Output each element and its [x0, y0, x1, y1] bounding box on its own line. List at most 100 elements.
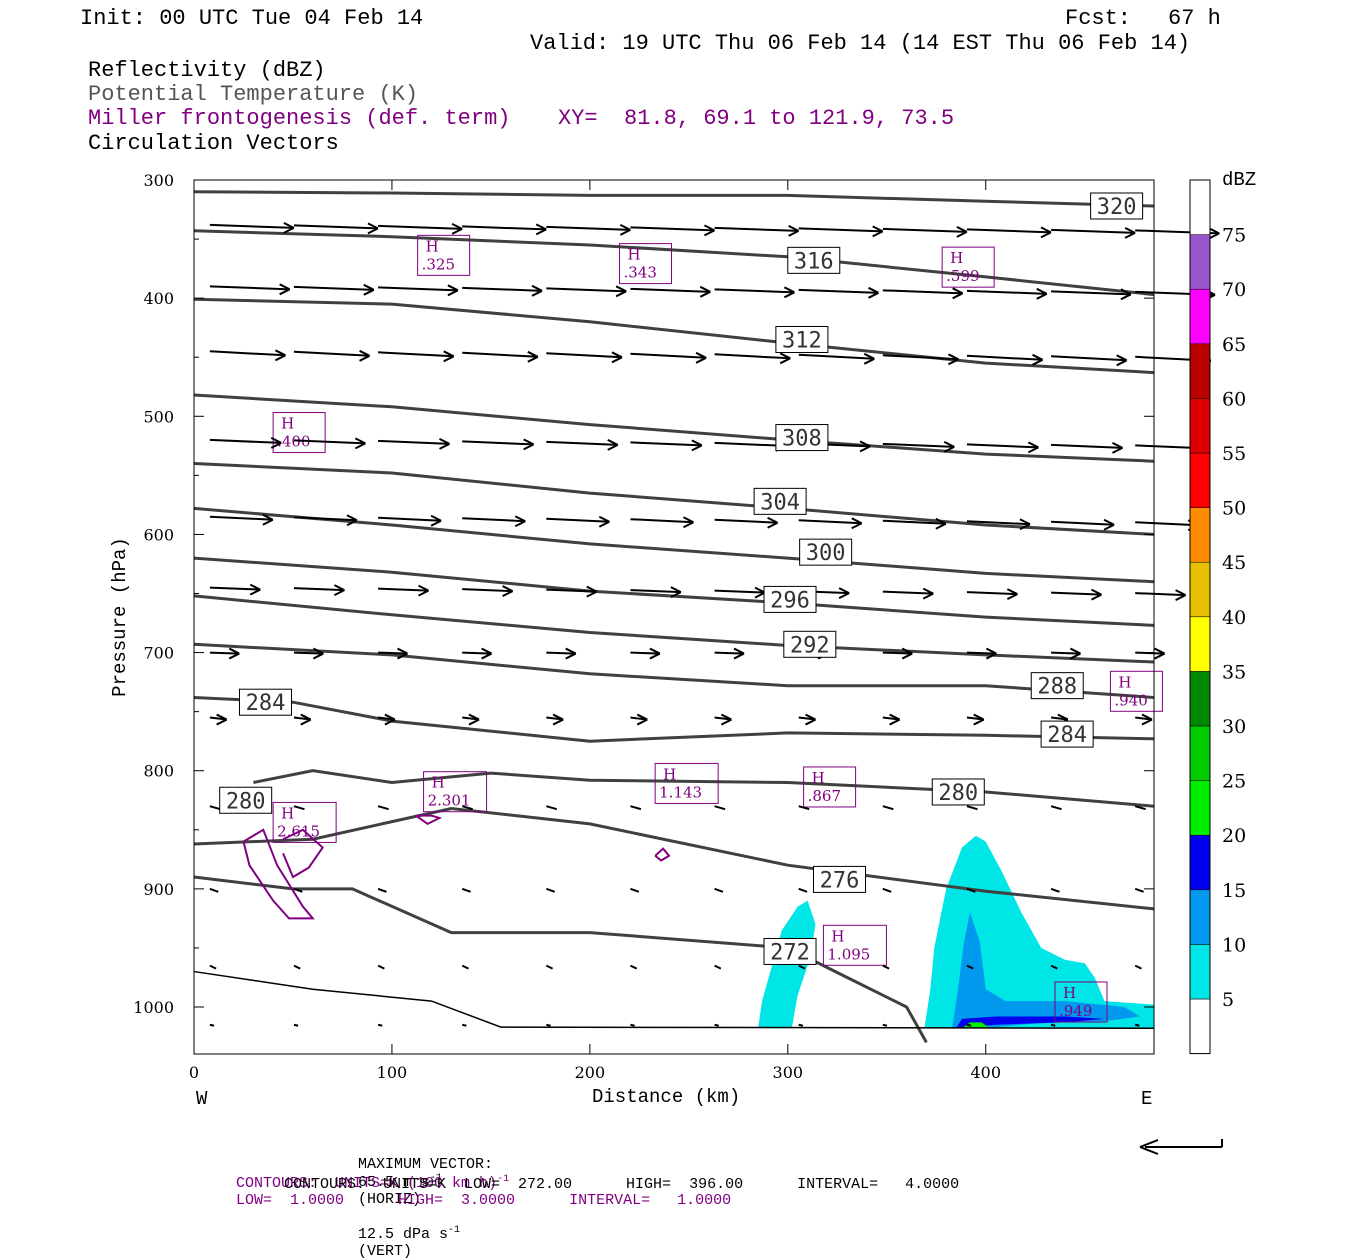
circulation-vector-115 — [714, 887, 724, 893]
vector-shaft — [966, 354, 1043, 361]
frontogenesis-max-letter: H — [281, 804, 294, 822]
theta-label-text: 288 — [1037, 675, 1077, 700]
frontogenesis-max-letter: H — [831, 927, 844, 945]
vector-head — [1120, 288, 1132, 301]
vector-shaft — [966, 964, 974, 970]
y-tick-label-600: 600 — [143, 525, 174, 544]
vector-shaft — [209, 805, 221, 811]
circulation-vector-6 — [630, 224, 715, 237]
circulation-vector-143 — [1050, 1023, 1056, 1027]
circulation-vector-125 — [545, 964, 554, 970]
x-axis-east-label: E — [1141, 1088, 1153, 1110]
forecast-hour: 67 h — [1168, 6, 1221, 31]
theta-contour-316-1 — [193, 229, 1155, 297]
vector-shaft — [378, 351, 454, 358]
vector-shaft — [378, 439, 450, 445]
vector-head — [1027, 441, 1039, 454]
vector-shaft — [1050, 805, 1062, 811]
circulation-vector-96 — [1135, 713, 1153, 726]
vector-shaft — [546, 517, 610, 523]
vector-head — [384, 713, 396, 726]
vector-head — [649, 647, 661, 660]
vector-shaft — [798, 805, 810, 811]
circulation-vector-84 — [1135, 647, 1166, 660]
circulation-vector-97 — [209, 805, 221, 811]
vector-shaft — [293, 516, 358, 522]
field-circulation-vectors: Circulation Vectors — [88, 131, 339, 156]
circulation-vector-63 — [378, 584, 429, 597]
vector-shaft — [1135, 592, 1186, 597]
theta-label-296-6: 296 — [763, 585, 817, 613]
circulation-vector-56 — [798, 517, 863, 530]
circulation-vector-137 — [546, 1023, 551, 1027]
vector-head — [1103, 518, 1115, 531]
vector-shaft — [714, 441, 787, 447]
circulation-vector-106 — [966, 805, 978, 811]
vector-shaft — [546, 352, 622, 359]
vector-shaft — [461, 887, 471, 893]
frontogenesis-max-4: H.400 — [272, 412, 326, 454]
vector-head — [859, 440, 871, 453]
vector-head — [228, 647, 240, 660]
circulation-vector-108 — [1134, 805, 1146, 811]
theta-contour-284-9 — [193, 696, 1155, 743]
theta-contour-308-3 — [193, 393, 1155, 463]
vector-shaft — [378, 286, 458, 292]
vector-head — [1116, 354, 1128, 367]
frontogenesis-contour-4 — [415, 814, 443, 826]
frontogenesis-contour-3 — [654, 847, 671, 862]
circulation-vector-11 — [1051, 226, 1136, 239]
vector-head — [704, 224, 715, 237]
frontogenesis-max-box — [822, 924, 887, 966]
colorbar-swatch-13 — [1189, 288, 1211, 345]
vector-shaft — [377, 964, 385, 970]
colorbar-swatch-3 — [1189, 834, 1211, 891]
theta-label-276-13: 276 — [813, 865, 867, 893]
circulation-vector-64 — [462, 585, 514, 597]
vector-head — [346, 514, 358, 527]
circulation-vector-101 — [546, 805, 558, 811]
circulation-vector-54 — [630, 516, 694, 529]
theta-label-box — [787, 246, 841, 274]
vector-head — [270, 437, 282, 449]
frontogenesis-layer: H.325H.343H.599H.400H.940H2.301H1.143H.8… — [242, 234, 1163, 1023]
vector-head — [767, 516, 779, 529]
circulation-vector-92 — [798, 713, 816, 726]
colorbar-level-65: 65 — [1222, 334, 1246, 356]
vector-head — [523, 438, 535, 451]
vector-shaft — [377, 1023, 383, 1027]
colorbar-swatch-10 — [1189, 452, 1211, 508]
circulation-vector-105 — [882, 805, 894, 811]
vector-shaft — [209, 964, 217, 970]
vector-head — [1006, 588, 1018, 600]
vector-head — [952, 287, 964, 300]
circulation-vector-128 — [798, 964, 806, 970]
vector-shaft — [209, 223, 294, 229]
vector-shaft — [714, 887, 724, 893]
vector-shaft — [714, 288, 795, 294]
colorbar-level-25: 25 — [1222, 771, 1246, 793]
theta-label-280-11: 280 — [219, 786, 273, 814]
circulation-vector-10 — [966, 226, 1052, 239]
vector-head — [1070, 647, 1081, 660]
circulation-vector-135 — [377, 1023, 383, 1027]
vector-shaft — [1134, 805, 1146, 811]
frontogenesis-max-value: .867 — [808, 787, 841, 805]
vector-shaft — [714, 589, 766, 594]
circulation-vector-25 — [209, 349, 286, 362]
max-vector-vert: 12.5 dPa s — [358, 1226, 449, 1243]
circulation-vector-23 — [1051, 288, 1132, 301]
vector-head — [901, 647, 913, 660]
field-potential-temperature: Potential Temperature (K) — [88, 82, 419, 107]
vector-head — [985, 647, 997, 660]
vector-shaft — [714, 964, 722, 970]
vector-shaft — [462, 351, 538, 358]
circulation-vector-100 — [461, 805, 473, 811]
theta-contour-272-14 — [193, 875, 928, 1044]
theta-label-box — [1090, 192, 1144, 220]
vector-head — [279, 283, 291, 296]
frontogenesis-contour-2 — [282, 828, 324, 879]
theta-label-box — [219, 786, 273, 814]
circulation-vector-72 — [1135, 589, 1187, 601]
circulation-vector-121 — [209, 964, 217, 970]
